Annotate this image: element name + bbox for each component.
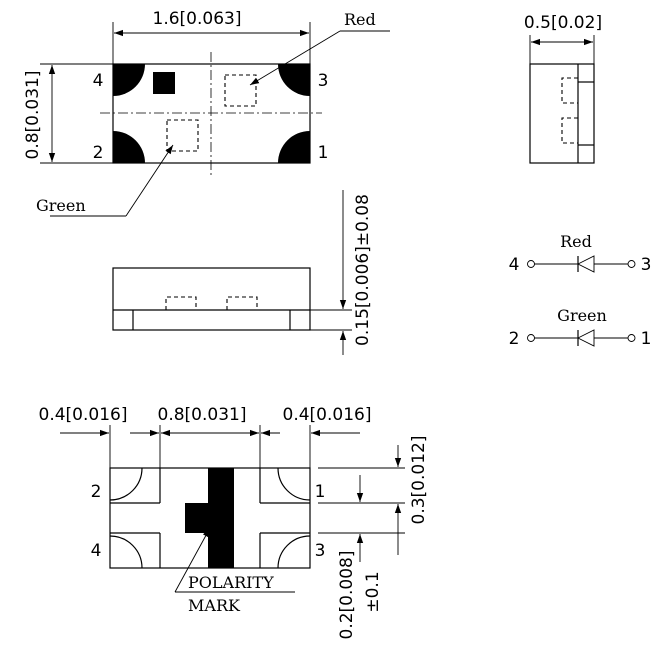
green-leader: [125, 144, 174, 217]
red-leader: [249, 30, 341, 86]
cathode-mark: [153, 72, 175, 94]
pad-layout: 0.4[0.016] 0.8[0.031] 0.4[0.016]: [39, 405, 429, 639]
top-pin-br: 1: [318, 143, 329, 163]
polarity-mark-shape: [185, 468, 234, 568]
green-terminal-right: [627, 334, 636, 342]
schematic-green-pin-left: 2: [509, 329, 520, 349]
pad-dim-mid: 0.8[0.031]: [158, 405, 247, 425]
red-chip-outline: [224, 74, 257, 107]
top-pad-tr: [278, 64, 310, 96]
top-pin-tr: 3: [318, 71, 329, 91]
front-view: 0.15[0.006]±0.08: [112, 190, 373, 355]
front-chip-right: [226, 296, 258, 310]
pad-gap-tol-text: ±0.1: [363, 571, 383, 612]
top-red-label: Red: [344, 10, 376, 29]
side-view: 0.5[0.02]: [524, 13, 602, 164]
pad-arc-bl: [109, 535, 143, 569]
side-view-body: [529, 63, 595, 164]
red-diode-triangle: [576, 255, 595, 273]
pad-arc-br: [277, 535, 311, 569]
pad-arc-tr: [277, 467, 311, 501]
pad-dim-right: 0.4[0.016]: [283, 405, 372, 425]
top-pad-tl: [113, 64, 145, 96]
top-green-label: Green: [36, 196, 86, 215]
top-view: 1.6[0.063] 0.8[0.031] Red Green: [23, 9, 390, 217]
green-terminal-left: [527, 334, 535, 342]
top-pad-bl: [113, 131, 145, 163]
top-width-dim-text: 1.6[0.063]: [153, 9, 242, 29]
pad-arc-tl: [109, 467, 143, 501]
red-terminal-right: [627, 260, 636, 268]
schematic-green-label: Green: [557, 306, 607, 325]
green-diode-triangle: [576, 329, 595, 347]
schematic-red-label: Red: [560, 232, 592, 251]
top-pin-tl: 4: [93, 71, 104, 91]
schematic-red-pin-right: 3: [641, 255, 652, 275]
top-view-body: [112, 63, 311, 164]
pad-pin-br: 3: [315, 541, 326, 561]
pad-dim-left: 0.4[0.016]: [39, 405, 128, 425]
red-terminal-left: [527, 260, 535, 268]
top-pad-br: [278, 131, 310, 163]
top-height-dim-text: 0.8[0.031]: [23, 71, 43, 160]
front-view-body: [112, 267, 311, 331]
top-pin-bl: 2: [93, 143, 104, 163]
pad-gap-dim-text: 0.2[0.008]: [337, 551, 357, 640]
polarity-label-line2: MARK: [188, 596, 241, 615]
pad-pin-bl: 4: [91, 541, 102, 561]
side-width-dim-text: 0.5[0.02]: [524, 13, 602, 33]
polarity-leader: [174, 527, 211, 593]
pad-pin-tr: 1: [315, 482, 326, 502]
pad-height-dim-text: 0.3[0.012]: [409, 436, 429, 525]
schematic-green-pin-right: 1: [641, 329, 652, 349]
pad-pin-tl: 2: [91, 482, 102, 502]
top-height-dimension: 0.8[0.031]: [23, 63, 113, 164]
schematic: Red 4 3 Green 2 1: [509, 232, 652, 349]
side-chip-lower: [561, 117, 578, 144]
front-chip-left: [165, 296, 197, 310]
top-width-dimension: 1.6[0.063]: [112, 9, 311, 64]
green-chip-outline: [166, 119, 199, 152]
front-height-dim-text: 0.15[0.006]±0.08: [353, 194, 373, 346]
polarity-label-line1: POLARITY: [188, 573, 274, 592]
side-chip-upper: [561, 77, 578, 104]
schematic-red-pin-left: 4: [509, 255, 520, 275]
